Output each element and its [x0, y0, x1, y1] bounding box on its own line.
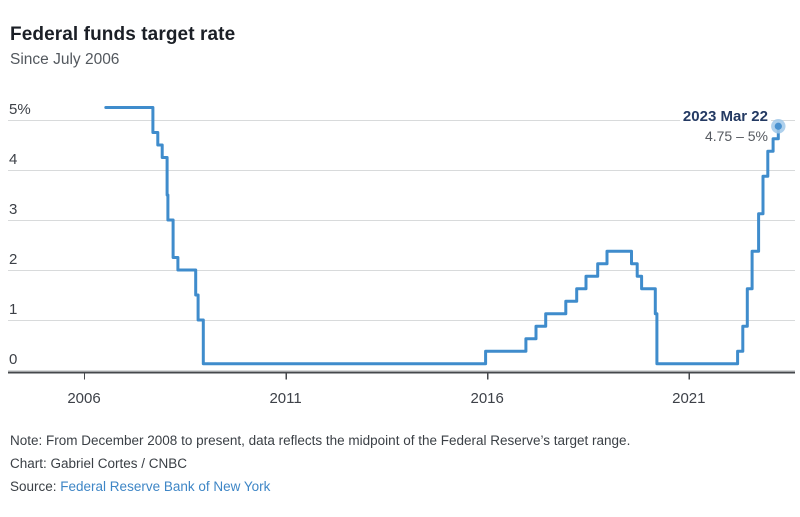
x-axis-tick-label: 2011 [269, 390, 301, 407]
chart-subtitle: Since July 2006 [10, 51, 120, 68]
chart-canvas: 5% 4 3 2 1 0 2006 2011 2016 2021 [8, 101, 795, 407]
x-axis-tick-label: 2021 [672, 390, 705, 407]
chart-credit: Chart: Gabriel Cortes / CNBC [10, 456, 188, 471]
note-text: Note: From December 2008 to present, dat… [10, 433, 631, 448]
source-line: Source: Federal Reserve Bank of New York [10, 480, 790, 494]
source-link[interactable]: Federal Reserve Bank of New York [60, 479, 271, 494]
annotation-date-label: 2023 Mar 22 [679, 108, 771, 125]
x-axis-tick-label: 2016 [471, 390, 504, 407]
y-axis-tick-label: 2 [9, 251, 17, 268]
x-axis-tick-label: 2006 [67, 390, 100, 407]
y-axis-tick-label: 1 [9, 301, 17, 318]
y-axis-tick-label: 5% [9, 101, 31, 118]
annotation-range-label: 4.75 – 5% [704, 128, 768, 144]
rate-step-line [104, 106, 780, 366]
y-axis-tick-label: 0 [9, 351, 17, 368]
y-axis-tick-label: 3 [9, 201, 17, 218]
source-label: Source: [10, 479, 61, 494]
chart-footer: Note: From December 2008 to present, dat… [10, 434, 790, 503]
end-dot [774, 122, 782, 130]
chart-title: Federal funds target rate [10, 24, 236, 45]
y-axis-tick-label: 4 [9, 151, 17, 168]
last-point-annotation: 2023 Mar 22 4.75 – 5% [679, 108, 771, 144]
